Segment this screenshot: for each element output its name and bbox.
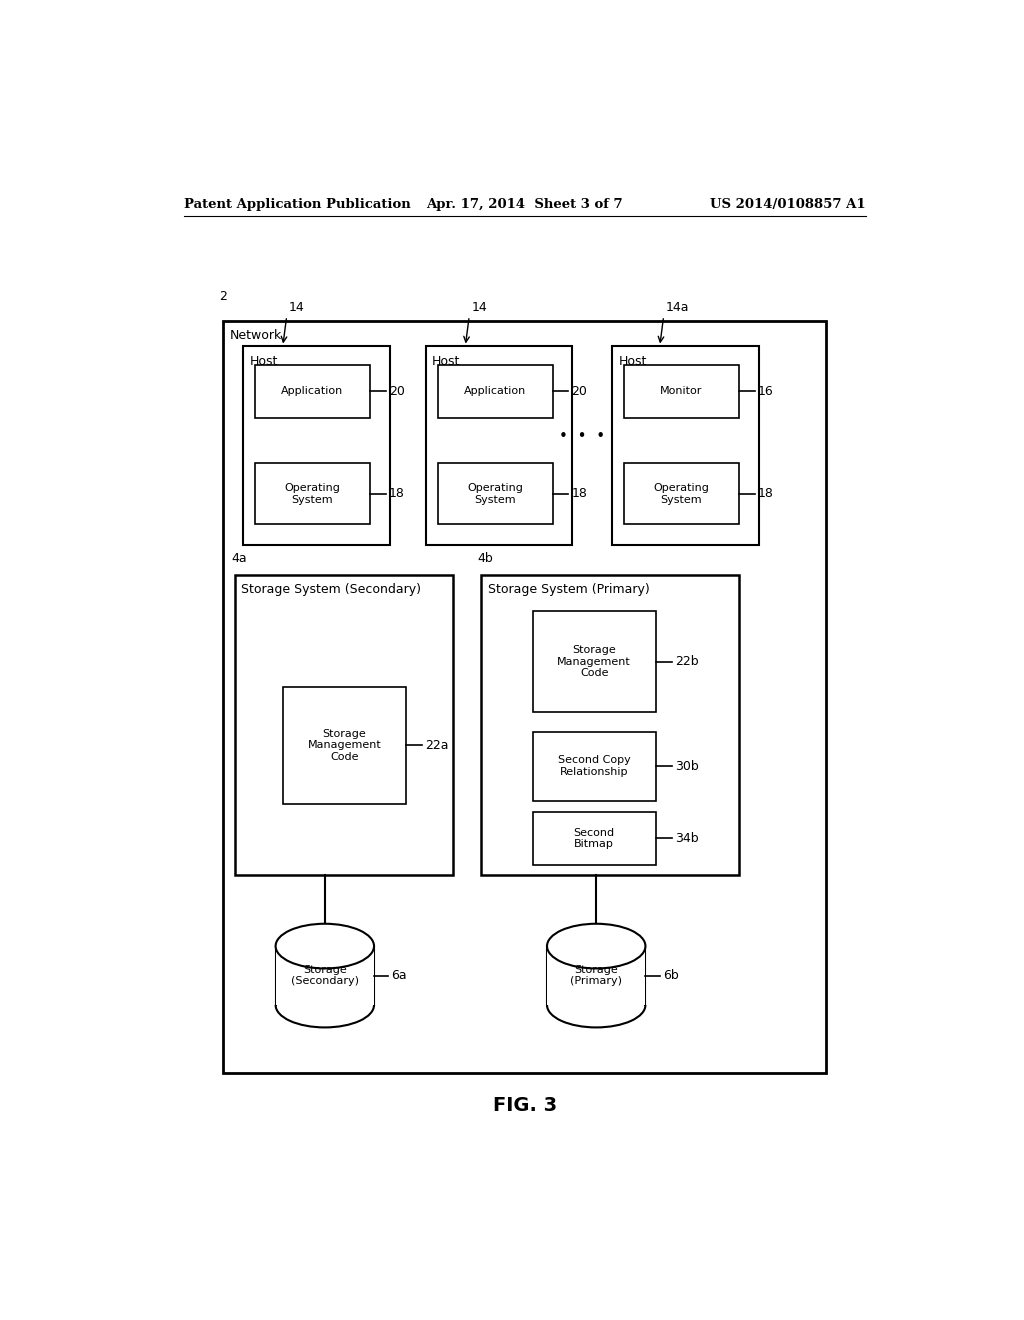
Text: Storage
Management
Code: Storage Management Code — [557, 645, 631, 678]
Text: Application: Application — [464, 387, 526, 396]
Text: 6b: 6b — [663, 969, 679, 982]
Text: 16: 16 — [758, 384, 774, 397]
Bar — [255, 463, 370, 524]
Bar — [236, 576, 454, 875]
Text: 4a: 4a — [231, 552, 247, 565]
Text: Network: Network — [229, 329, 282, 342]
Text: 2: 2 — [219, 289, 227, 302]
Text: 34b: 34b — [675, 832, 698, 845]
Text: Storage System (Secondary): Storage System (Secondary) — [242, 583, 422, 597]
Bar — [532, 611, 655, 713]
Text: Apr. 17, 2014  Sheet 3 of 7: Apr. 17, 2014 Sheet 3 of 7 — [426, 198, 624, 211]
Text: 14: 14 — [289, 301, 305, 314]
Text: Patent Application Publication: Patent Application Publication — [183, 198, 411, 211]
Text: Storage
Management
Code: Storage Management Code — [307, 729, 381, 762]
Text: Host: Host — [250, 355, 278, 367]
Text: Application: Application — [282, 387, 344, 396]
Text: Host: Host — [432, 355, 461, 367]
Bar — [547, 946, 645, 1005]
Text: Operating
System: Operating System — [467, 483, 523, 504]
Bar — [624, 364, 739, 417]
Bar — [283, 686, 406, 804]
Text: 20: 20 — [571, 384, 588, 397]
Bar — [426, 346, 572, 545]
Text: 18: 18 — [571, 487, 588, 500]
Bar — [532, 812, 655, 865]
Text: 30b: 30b — [675, 760, 698, 772]
Text: 4b: 4b — [477, 552, 493, 565]
Text: 14a: 14a — [666, 301, 689, 314]
Bar — [481, 576, 739, 875]
Text: 22b: 22b — [675, 655, 698, 668]
Text: •  •  •: • • • — [559, 429, 605, 445]
Text: US 2014/0108857 A1: US 2014/0108857 A1 — [711, 198, 866, 211]
Bar — [275, 946, 374, 1005]
Text: 14: 14 — [472, 301, 487, 314]
Text: Second
Bitmap: Second Bitmap — [573, 828, 614, 849]
Text: Monitor: Monitor — [660, 387, 702, 396]
Text: Storage System (Primary): Storage System (Primary) — [487, 583, 649, 597]
Text: 18: 18 — [758, 487, 774, 500]
Text: Operating
System: Operating System — [285, 483, 340, 504]
Bar — [223, 321, 826, 1073]
Ellipse shape — [547, 924, 645, 969]
Text: 18: 18 — [389, 487, 404, 500]
Bar — [243, 346, 390, 545]
Bar — [437, 463, 553, 524]
Text: Operating
System: Operating System — [653, 483, 710, 504]
Text: Second Copy
Relationship: Second Copy Relationship — [558, 755, 631, 777]
Text: FIG. 3: FIG. 3 — [493, 1096, 557, 1115]
Text: 6a: 6a — [391, 969, 408, 982]
Text: 20: 20 — [389, 384, 404, 397]
Bar — [255, 364, 370, 417]
Text: Storage
(Secondary): Storage (Secondary) — [291, 965, 358, 986]
Bar — [612, 346, 759, 545]
Text: Host: Host — [618, 355, 647, 367]
Bar — [437, 364, 553, 417]
Ellipse shape — [275, 924, 374, 969]
Text: 22a: 22a — [425, 739, 449, 752]
Bar — [624, 463, 739, 524]
Bar — [532, 731, 655, 801]
Text: Storage
(Primary): Storage (Primary) — [570, 965, 623, 986]
